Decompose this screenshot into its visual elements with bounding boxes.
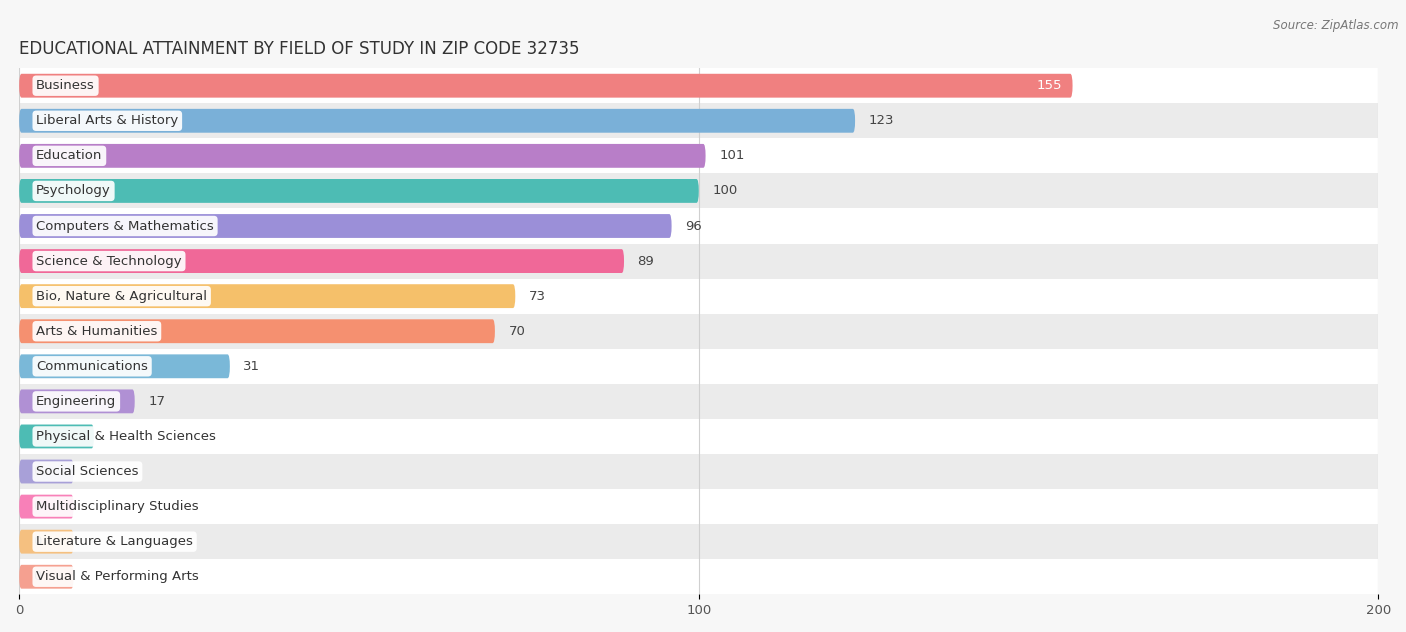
Text: 0: 0 xyxy=(32,465,41,478)
Text: Engineering: Engineering xyxy=(37,395,117,408)
Bar xyxy=(20,489,1378,524)
Text: Science & Technology: Science & Technology xyxy=(37,255,181,267)
Bar xyxy=(20,384,1378,419)
Text: 31: 31 xyxy=(243,360,260,373)
Bar xyxy=(20,524,1378,559)
Bar xyxy=(20,454,1378,489)
Text: Psychology: Psychology xyxy=(37,185,111,197)
Text: 0: 0 xyxy=(32,500,41,513)
Text: 73: 73 xyxy=(529,289,546,303)
Text: 0: 0 xyxy=(32,570,41,583)
Text: Physical & Health Sciences: Physical & Health Sciences xyxy=(37,430,217,443)
Bar xyxy=(20,279,1378,313)
FancyBboxPatch shape xyxy=(20,495,73,518)
Bar xyxy=(20,559,1378,594)
Text: Bio, Nature & Agricultural: Bio, Nature & Agricultural xyxy=(37,289,207,303)
Text: Multidisciplinary Studies: Multidisciplinary Studies xyxy=(37,500,198,513)
FancyBboxPatch shape xyxy=(20,425,94,448)
Bar xyxy=(20,313,1378,349)
Bar xyxy=(20,349,1378,384)
FancyBboxPatch shape xyxy=(20,249,624,273)
Bar xyxy=(20,243,1378,279)
Text: Liberal Arts & History: Liberal Arts & History xyxy=(37,114,179,127)
FancyBboxPatch shape xyxy=(20,355,229,378)
Bar xyxy=(20,419,1378,454)
FancyBboxPatch shape xyxy=(20,319,495,343)
Text: 96: 96 xyxy=(685,219,702,233)
FancyBboxPatch shape xyxy=(20,179,699,203)
Bar xyxy=(20,209,1378,243)
Text: 155: 155 xyxy=(1036,79,1063,92)
Text: 17: 17 xyxy=(148,395,166,408)
Text: Computers & Mathematics: Computers & Mathematics xyxy=(37,219,214,233)
Text: 101: 101 xyxy=(720,149,745,162)
Text: Arts & Humanities: Arts & Humanities xyxy=(37,325,157,337)
FancyBboxPatch shape xyxy=(20,530,73,554)
Text: Education: Education xyxy=(37,149,103,162)
FancyBboxPatch shape xyxy=(20,214,672,238)
Text: 70: 70 xyxy=(509,325,526,337)
Bar xyxy=(20,173,1378,209)
FancyBboxPatch shape xyxy=(20,565,73,588)
FancyBboxPatch shape xyxy=(20,144,706,167)
Bar xyxy=(20,68,1378,103)
Text: Communications: Communications xyxy=(37,360,148,373)
Text: EDUCATIONAL ATTAINMENT BY FIELD OF STUDY IN ZIP CODE 32735: EDUCATIONAL ATTAINMENT BY FIELD OF STUDY… xyxy=(20,40,579,58)
Text: 89: 89 xyxy=(637,255,654,267)
Bar xyxy=(20,138,1378,173)
FancyBboxPatch shape xyxy=(20,459,73,483)
FancyBboxPatch shape xyxy=(20,389,135,413)
Text: 123: 123 xyxy=(869,114,894,127)
Text: 0: 0 xyxy=(32,535,41,548)
Text: Visual & Performing Arts: Visual & Performing Arts xyxy=(37,570,198,583)
FancyBboxPatch shape xyxy=(20,74,1073,97)
FancyBboxPatch shape xyxy=(20,109,855,133)
Bar xyxy=(20,103,1378,138)
Text: 11: 11 xyxy=(107,430,125,443)
Text: Social Sciences: Social Sciences xyxy=(37,465,139,478)
FancyBboxPatch shape xyxy=(20,284,515,308)
Text: 100: 100 xyxy=(713,185,738,197)
Text: Literature & Languages: Literature & Languages xyxy=(37,535,193,548)
Text: Source: ZipAtlas.com: Source: ZipAtlas.com xyxy=(1274,19,1399,32)
Text: Business: Business xyxy=(37,79,96,92)
